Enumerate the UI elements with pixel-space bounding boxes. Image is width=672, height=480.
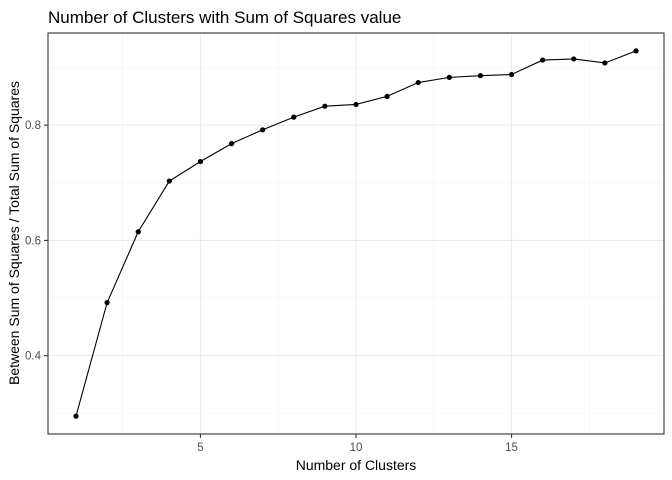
y-tick-label: 0.6: [25, 235, 41, 247]
data-point: [197, 158, 204, 165]
data-point: [384, 93, 390, 99]
data-point: [166, 178, 172, 184]
data-point: [508, 71, 515, 78]
axes: 5 10 15 0.4 0.6 0.8: [25, 32, 665, 454]
data-point: [571, 56, 577, 62]
x-tick-label: 15: [505, 442, 518, 454]
data-point: [73, 413, 79, 419]
grid: [48, 33, 664, 434]
y-tick-label: 0.8: [25, 120, 41, 132]
data-point: [446, 74, 452, 80]
data-point: [260, 127, 266, 133]
data-point: [633, 48, 639, 54]
data-point: [477, 73, 484, 79]
x-tick-label: 5: [197, 442, 203, 454]
x-axis-title: Number of Clusters: [296, 457, 417, 473]
data-point: [540, 57, 546, 63]
data-point: [353, 101, 359, 108]
x-tick-label: 10: [350, 442, 363, 454]
data-point: [104, 300, 110, 306]
data-point: [322, 103, 328, 109]
data-point: [291, 114, 297, 120]
chart-title: Number of Clusters with Sum of Squares v…: [48, 8, 401, 27]
data-point: [415, 79, 421, 86]
y-axis-title: Between Sum of Squares / Total Sum of Sq…: [6, 81, 22, 385]
series-layer: [73, 48, 639, 419]
data-point: [602, 60, 608, 66]
data-point: [135, 229, 141, 235]
data-point: [228, 141, 235, 147]
y-tick-label: 0.4: [25, 351, 42, 363]
